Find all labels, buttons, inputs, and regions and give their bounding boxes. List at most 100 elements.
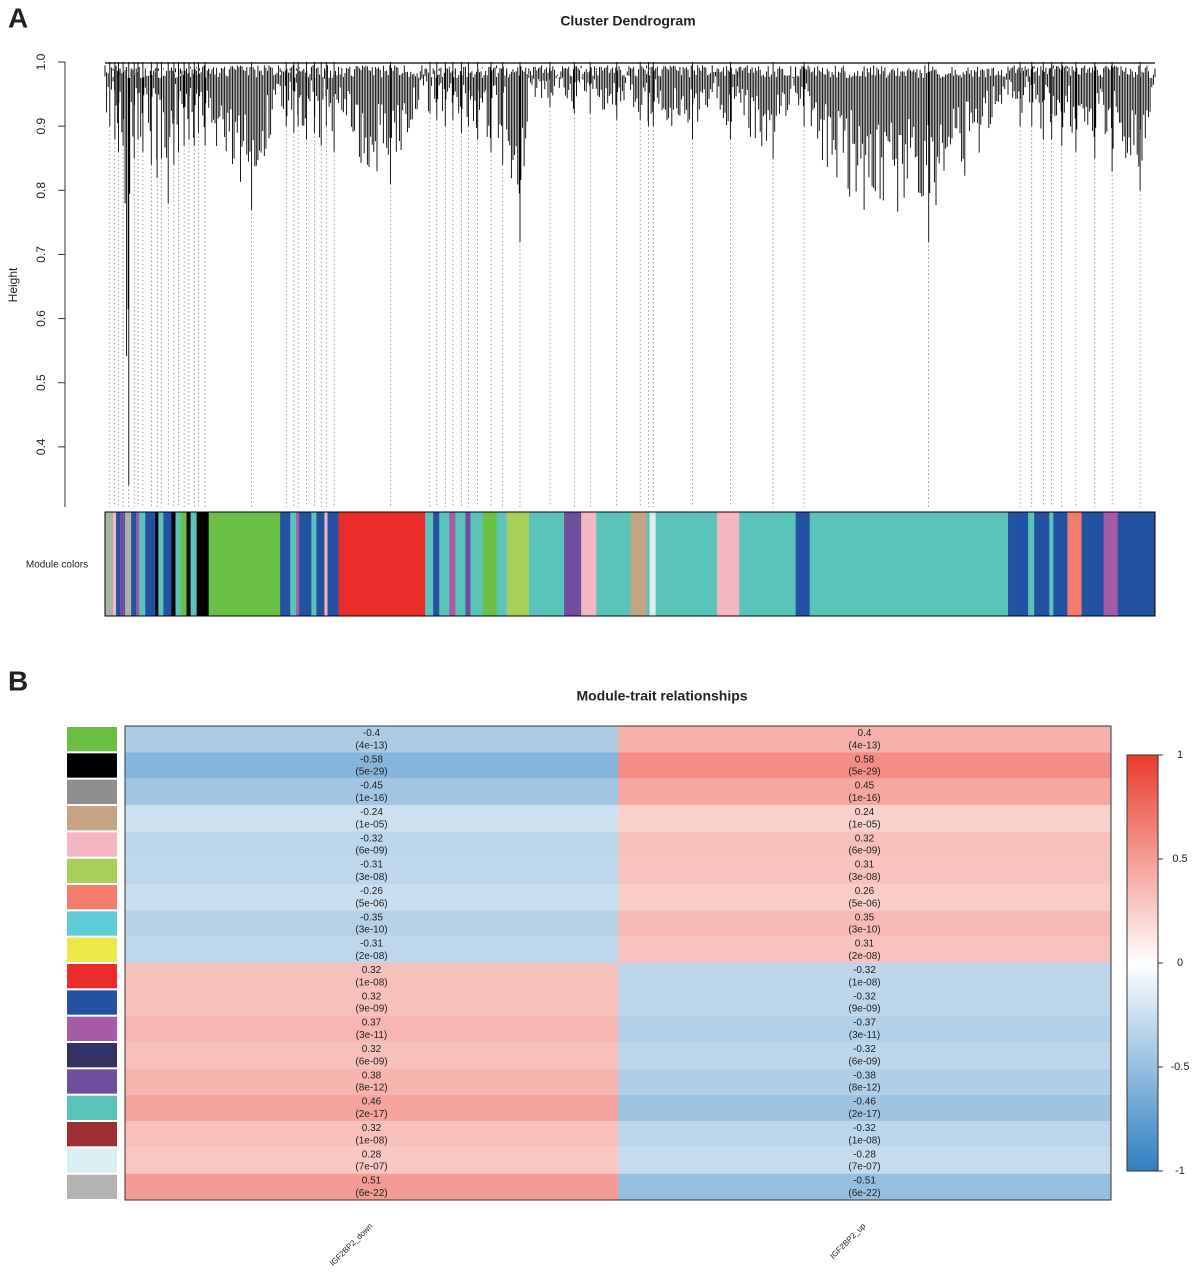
module-color bbox=[116, 512, 121, 616]
module-color bbox=[1008, 512, 1029, 616]
module-color bbox=[655, 512, 718, 616]
cell-value: -0.45 bbox=[360, 781, 383, 792]
cell-value: 0.4 bbox=[858, 728, 872, 739]
branch bbox=[1052, 62, 1068, 146]
cell-value: -0.32 bbox=[853, 965, 876, 976]
branch bbox=[112, 62, 117, 139]
heat-cell bbox=[125, 1147, 618, 1174]
module-color bbox=[717, 512, 740, 616]
heat-cell bbox=[125, 831, 618, 858]
module-color bbox=[1028, 512, 1035, 616]
branch bbox=[1066, 62, 1082, 152]
chart-title: Module-trait relationships bbox=[576, 688, 747, 704]
module-color bbox=[190, 512, 197, 616]
branch bbox=[279, 62, 291, 127]
cell-value: -0.35 bbox=[360, 912, 383, 923]
cell-value: 0.45 bbox=[855, 781, 875, 792]
cell-pvalue: (6e-22) bbox=[848, 1188, 880, 1199]
row-swatch bbox=[67, 779, 117, 804]
cell-pvalue: (1e-05) bbox=[355, 819, 387, 830]
branch bbox=[469, 62, 483, 139]
branch bbox=[315, 62, 325, 146]
branch bbox=[496, 62, 508, 165]
branch bbox=[190, 62, 198, 146]
module-color bbox=[208, 512, 281, 616]
module-color bbox=[564, 512, 582, 616]
branch bbox=[338, 62, 426, 184]
branch bbox=[186, 62, 192, 139]
module-color bbox=[327, 512, 339, 616]
heat-cell bbox=[618, 1094, 1111, 1121]
heat-cell bbox=[618, 1173, 1111, 1200]
cell-pvalue: (8e-12) bbox=[355, 1083, 387, 1094]
branch bbox=[528, 62, 565, 107]
x-tick-label: IGF2BP2_up bbox=[828, 1221, 867, 1260]
module-color bbox=[1034, 512, 1050, 616]
branch bbox=[175, 62, 181, 152]
colorbar-tick-label: -0.5 bbox=[1171, 1061, 1190, 1073]
heat-cell bbox=[125, 1173, 618, 1200]
heat-cell bbox=[125, 884, 618, 911]
cell-value: -0.31 bbox=[360, 860, 383, 871]
module-color bbox=[439, 512, 450, 616]
module-color bbox=[795, 512, 810, 616]
cell-pvalue: (6e-09) bbox=[848, 1056, 880, 1067]
row-swatch bbox=[67, 1122, 117, 1147]
module-color bbox=[465, 512, 471, 616]
module-color bbox=[528, 512, 565, 616]
y-tick-label: 0.4 bbox=[34, 438, 48, 455]
module-color bbox=[120, 512, 126, 616]
module-color bbox=[311, 512, 317, 616]
heat-cell bbox=[125, 1042, 618, 1069]
cell-pvalue: (8e-12) bbox=[848, 1083, 880, 1094]
heat-cell bbox=[618, 831, 1111, 858]
heat-cell bbox=[125, 726, 618, 753]
branch bbox=[208, 62, 281, 210]
branch bbox=[1007, 62, 1029, 127]
branch bbox=[130, 62, 137, 159]
branch bbox=[506, 62, 530, 242]
cell-pvalue: (3e-11) bbox=[356, 1030, 388, 1041]
branch bbox=[295, 62, 300, 127]
branch bbox=[432, 62, 440, 120]
cell-value: -0.58 bbox=[360, 754, 383, 765]
module-color bbox=[433, 512, 440, 616]
module-color bbox=[131, 512, 137, 616]
module-color bbox=[482, 512, 497, 616]
module-color bbox=[1103, 512, 1119, 616]
heat-cell bbox=[618, 752, 1111, 779]
heat-cell bbox=[618, 1068, 1111, 1095]
heat-cell bbox=[618, 936, 1111, 963]
y-tick-label: 0.6 bbox=[34, 310, 48, 327]
branch bbox=[716, 62, 740, 139]
colorbar bbox=[1126, 754, 1159, 1172]
row-swatch bbox=[67, 727, 117, 752]
cell-value: -0.32 bbox=[853, 1123, 876, 1134]
cell-pvalue: (1e-08) bbox=[355, 1135, 387, 1146]
branch bbox=[180, 62, 187, 146]
branch bbox=[104, 62, 114, 127]
row-swatch bbox=[67, 1174, 117, 1199]
row-swatch bbox=[67, 937, 117, 962]
cell-pvalue: (6e-22) bbox=[355, 1188, 387, 1199]
heat-cell bbox=[618, 1042, 1111, 1069]
cell-value: 0.31 bbox=[855, 939, 875, 950]
module-color bbox=[649, 512, 656, 616]
module-color bbox=[196, 512, 200, 616]
row-swatch bbox=[67, 806, 117, 831]
module-color bbox=[1117, 512, 1156, 616]
heat-cell bbox=[125, 1121, 618, 1148]
module-color bbox=[1067, 512, 1082, 616]
cell-pvalue: (4e-13) bbox=[848, 740, 880, 751]
heat-cell bbox=[125, 752, 618, 779]
module-color bbox=[506, 512, 530, 616]
cell-pvalue: (7e-07) bbox=[355, 1162, 387, 1173]
module-color bbox=[630, 512, 647, 616]
branch bbox=[630, 62, 648, 120]
module-color bbox=[1049, 512, 1054, 616]
heat-cell bbox=[125, 910, 618, 937]
cell-value: 0.32 bbox=[855, 833, 875, 844]
branch bbox=[199, 62, 210, 146]
y-tick-label: 0.5 bbox=[34, 374, 48, 391]
